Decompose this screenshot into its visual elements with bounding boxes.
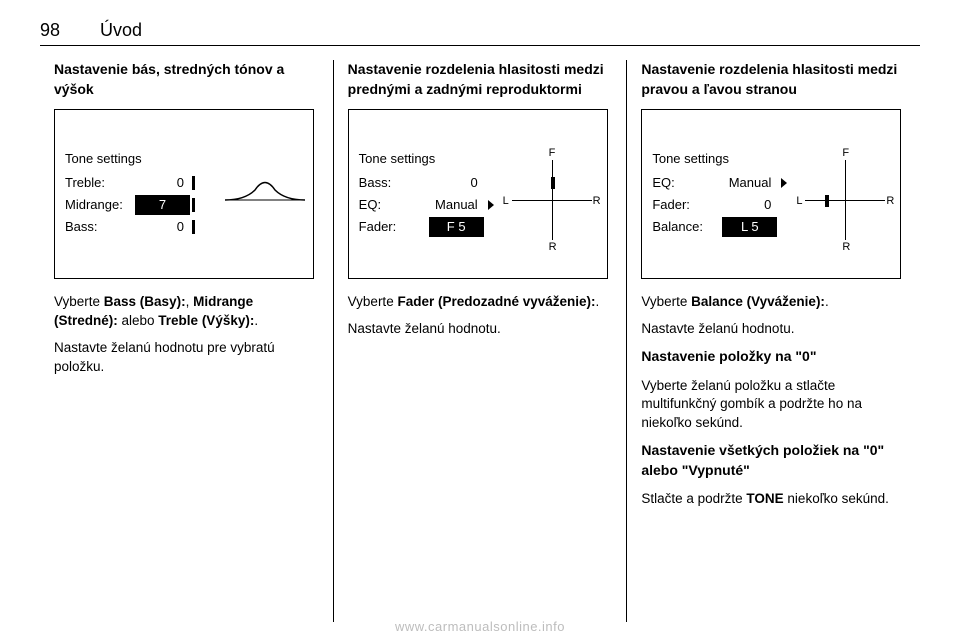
setting-row: EQ: Manual <box>359 194 499 216</box>
setting-label: Fader: <box>359 218 429 236</box>
content-columns: Nastavenie bás, stredných tónov a výšok … <box>40 60 920 622</box>
col3-sub1-heading: Nastavenie položky na "0" <box>641 347 906 367</box>
col3-sub2-heading: Nastavenie všetkých položiek na "0" aleb… <box>641 441 906 480</box>
arrow-right-icon <box>488 200 494 210</box>
tick-icon <box>192 220 195 234</box>
col3-sub1-text: Vyberte želanú položku a stlačte multifu… <box>641 377 906 434</box>
col1-screen-title: Tone settings <box>65 150 313 168</box>
fader-cross-diagram: F R L R <box>507 150 597 250</box>
col2-heading: Nastavenie rozdelenia hlasitosti medzi p… <box>348 60 613 99</box>
watermark: www.carmanualsonline.info <box>0 619 960 634</box>
arrow-right-icon <box>781 178 787 188</box>
setting-value: 0 <box>722 196 777 214</box>
col1-heading: Nastavenie bás, stredných tónov a výšok <box>54 60 319 99</box>
col3-screen: Tone settings EQ: Manual Fader: 0 Balanc… <box>641 109 901 279</box>
col3-para2: Nastavte želanú hodnotu. <box>641 320 906 339</box>
col3-heading: Nastavenie rozdelenia hlasitosti medzi p… <box>641 60 906 99</box>
col3-para1: Vyberte Balance (Vyváženie):. <box>641 293 906 312</box>
setting-row: Bass: 0 <box>359 172 499 194</box>
setting-value-selected: L 5 <box>722 217 777 237</box>
col1-para2: Nastavte želanú hodnotu pre vybratú polo… <box>54 339 319 377</box>
setting-value: 0 <box>135 174 190 192</box>
col3-sub2-text: Stlačte a podržte TONE niekoľko sekúnd. <box>641 490 906 509</box>
setting-row: Fader: F 5 <box>359 216 499 238</box>
col3-screen-title: Tone settings <box>652 150 792 168</box>
setting-label: Midrange: <box>65 196 135 214</box>
setting-value: 0 <box>429 174 484 192</box>
setting-row: Fader: 0 <box>652 194 792 216</box>
section-title: Úvod <box>100 20 142 41</box>
setting-label: EQ: <box>359 196 429 214</box>
setting-row: Bass: 0 <box>65 216 313 238</box>
col2-screen: Tone settings Bass: 0 EQ: Manual Fader: … <box>348 109 608 279</box>
setting-value-selected: F 5 <box>429 217 484 237</box>
column-1: Nastavenie bás, stredných tónov a výšok … <box>40 60 333 622</box>
setting-value: Manual <box>722 174 777 192</box>
setting-value: 0 <box>135 218 190 236</box>
setting-label: EQ: <box>652 174 722 192</box>
tick-icon <box>192 176 195 190</box>
column-3: Nastavenie rozdelenia hlasitosti medzi p… <box>626 60 920 622</box>
col2-para1: Vyberte Fader (Predozadné vyváženie):. <box>348 293 613 312</box>
col2-screen-title: Tone settings <box>359 150 499 168</box>
setting-label: Bass: <box>359 174 429 192</box>
setting-value: Manual <box>429 196 484 214</box>
page-header: 98 Úvod <box>40 20 920 46</box>
col2-para2: Nastavte želanú hodnotu. <box>348 320 613 339</box>
setting-label: Balance: <box>652 218 722 236</box>
eq-curve-icon <box>225 175 305 205</box>
balance-marker-icon <box>825 195 829 207</box>
column-2: Nastavenie rozdelenia hlasitosti medzi p… <box>333 60 627 622</box>
setting-row: EQ: Manual <box>652 172 792 194</box>
setting-row: Balance: L 5 <box>652 216 792 238</box>
fader-marker-icon <box>551 177 555 189</box>
tick-icon <box>192 198 195 212</box>
setting-label: Fader: <box>652 196 722 214</box>
setting-value-selected: 7 <box>135 195 190 215</box>
col1-screen: Tone settings Treble: 0 Midrange: 7 Bass… <box>54 109 314 279</box>
setting-label: Treble: <box>65 174 135 192</box>
page-number: 98 <box>40 20 60 41</box>
balance-cross-diagram: F R L R <box>800 150 890 250</box>
col1-para1: Vyberte Bass (Basy):, Midrange (Stredné)… <box>54 293 319 331</box>
setting-label: Bass: <box>65 218 135 236</box>
